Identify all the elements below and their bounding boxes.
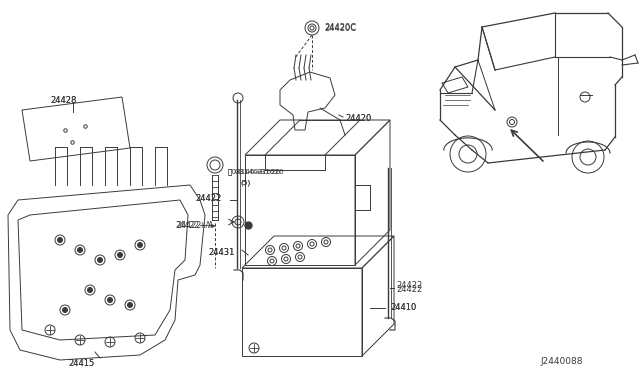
Circle shape <box>97 257 102 263</box>
Text: (5): (5) <box>240 180 250 186</box>
Text: 24410: 24410 <box>390 304 416 312</box>
Text: 24428: 24428 <box>50 96 76 105</box>
Circle shape <box>77 247 83 253</box>
Text: 24422+A►: 24422+A► <box>176 221 218 230</box>
Text: Ⓑ 08146-B1626: Ⓑ 08146-B1626 <box>228 169 284 175</box>
Text: (5): (5) <box>240 180 250 186</box>
Text: 24431: 24431 <box>208 247 234 257</box>
Circle shape <box>138 243 143 247</box>
Circle shape <box>127 302 132 308</box>
Text: 24422: 24422 <box>195 193 221 202</box>
Circle shape <box>58 237 63 243</box>
Text: 24422: 24422 <box>396 280 422 289</box>
Text: 24422: 24422 <box>396 285 422 295</box>
Text: 24415: 24415 <box>68 359 94 368</box>
Text: 24422+A: 24422+A <box>176 221 214 230</box>
Text: 24415: 24415 <box>68 359 94 368</box>
Text: J2440088: J2440088 <box>540 357 582 366</box>
Text: 24428: 24428 <box>50 96 76 105</box>
Text: 24422: 24422 <box>195 193 221 202</box>
Circle shape <box>63 308 67 312</box>
Text: 24431: 24431 <box>208 247 234 257</box>
Text: 24420C: 24420C <box>324 23 356 32</box>
Text: 24420: 24420 <box>345 113 371 122</box>
Circle shape <box>108 298 113 302</box>
Text: Ⓑ08146-B1626: Ⓑ08146-B1626 <box>228 169 282 175</box>
Circle shape <box>118 253 122 257</box>
Text: 24410: 24410 <box>390 304 416 312</box>
Text: 24420: 24420 <box>345 113 371 122</box>
Circle shape <box>88 288 93 292</box>
Text: 24420C: 24420C <box>324 22 356 32</box>
